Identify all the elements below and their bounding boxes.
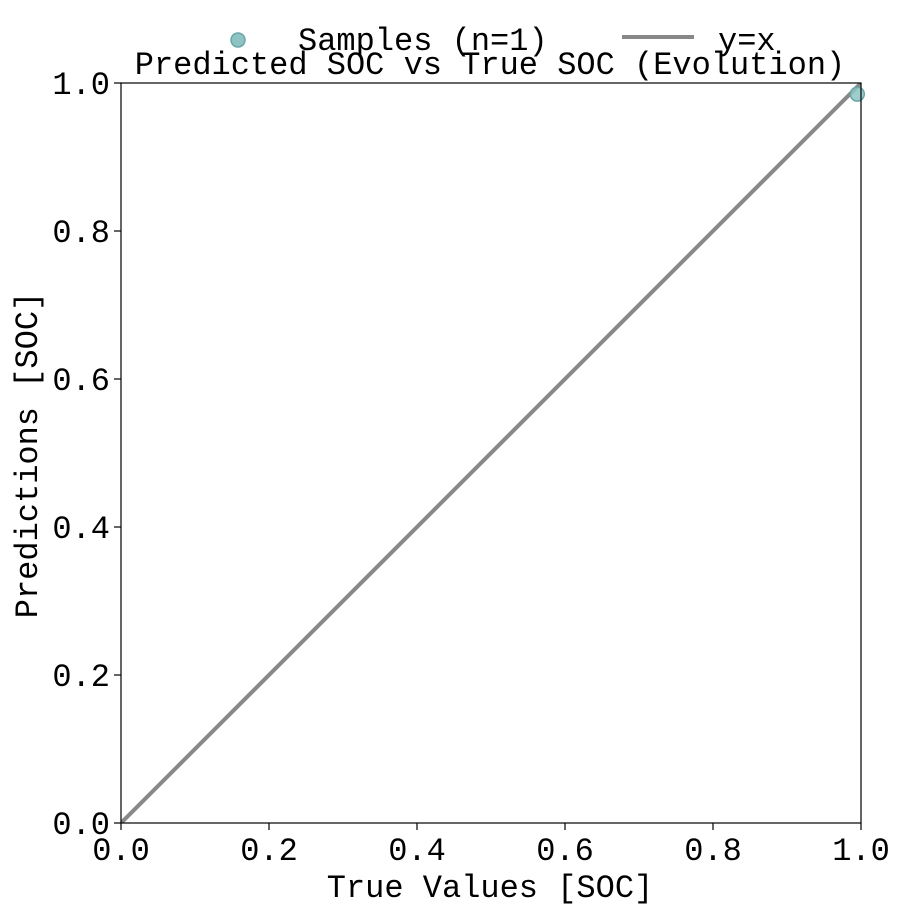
legend-marker-samples [230,32,246,48]
y-tick-label: 1.0 [52,67,110,104]
x-tick-label: 1.0 [832,833,890,870]
y-tick-label: 0.8 [52,215,110,252]
plot-frame [120,82,862,824]
y-axis-ticks: 0.0 0.2 0.4 0.6 0.8 1.0 [52,67,121,844]
legend-label-samples: Samples (n=1) [298,23,548,60]
x-tick-label: 0.4 [388,833,446,870]
y-axis-label: Predictions [SOC] [10,292,47,618]
legend: Samples (n=1) y=x [230,23,776,60]
y-tick-label: 0.0 [52,807,110,844]
y-tick-label: 0.2 [52,659,110,696]
x-tick-label: 0.0 [92,833,150,870]
plot-area [120,82,866,824]
data-point [849,86,866,102]
identity-line [121,83,861,823]
x-axis-label: True Values [SOC] [327,870,653,907]
x-axis-ticks: 0.0 0.2 0.4 0.6 0.8 1.0 [92,823,890,870]
x-tick-label: 0.2 [240,833,298,870]
x-tick-label: 0.8 [684,833,742,870]
x-tick-label: 0.6 [536,833,594,870]
chart-title: Predicted SOC vs True SOC (Evolution) [135,47,846,84]
y-tick-label: 0.6 [52,363,110,400]
y-tick-label: 0.4 [52,511,110,548]
legend-label-identity-line: y=x [718,23,776,60]
